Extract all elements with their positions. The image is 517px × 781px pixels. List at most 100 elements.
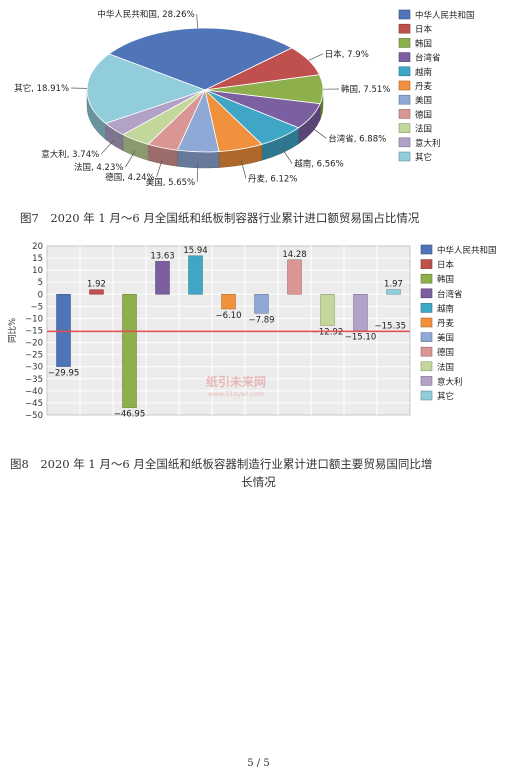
pie-slice [86,53,207,124]
pie-legend-label: 台湾省 [415,53,441,64]
bar-value-label: −7.89 [248,315,274,325]
pie-slice-label: 台湾省, 6.88% [328,133,386,144]
page-number: 5 / 5 [247,758,270,769]
bar-legend-swatch [420,317,433,328]
pie-slice-label: 意大利, 3.74% [41,149,99,160]
bar-legend-label: 台湾省 [437,289,463,300]
bar [188,255,203,295]
bar [287,259,302,295]
bar-legend-swatch [420,390,433,401]
pie-legend-label: 德国 [415,109,432,120]
pie-leader-line [308,53,323,61]
y-tick-label: −35 [25,375,43,385]
figure-8-caption-line1: 图8 2020 年 1 月～6 月全国纸和纸板容器制造行业累计进口额主要贸易国同… [10,457,433,471]
bar-value-label: −12.92 [312,327,343,337]
bar-legend-swatch [420,332,433,342]
bar-legend-label: 美国 [437,333,454,344]
y-axis-ticks: 20 15 10 5 0 −5 −10 −15 −20 −25 −30 −35 −40 −45 −50 [25,242,43,421]
bar-legend-label: 丹麦 [437,318,455,329]
pie-slice-label: 中华人民共和国, 28.26% [97,9,194,20]
y-tick-label: −40 [25,387,43,397]
pie-chart-svg: 中华人民共和国, 28.26% 日本, 7.9% 韩国, 7.51% 台湾省, 6.8… [14,9,475,188]
bar-legend-label: 日本 [437,260,455,271]
bar-chart: 20 15 10 5 0 −5 −10 −15 −20 −25 −30 −35 −40 −45 −50 同比%… [0,238,517,421]
pie-legend-label: 其它 [415,152,432,163]
bar-value-label: 13.63 [150,251,174,261]
pie-legend-label: 越南 [415,67,432,78]
bar [353,294,368,331]
bar-value-label: −46.95 [114,410,145,420]
bar-legend-swatch [420,259,433,269]
bar [155,261,170,295]
pie-legend-swatch [398,94,411,105]
y-axis-label: 同比% [7,318,18,343]
pie-legend-label: 丹麦 [415,81,433,92]
pie-leader-line [240,160,247,179]
pie-leader-line [196,14,199,29]
reference-line-label: −15.35 [375,321,406,331]
pie-tops [86,27,324,153]
pie-leader-line [100,140,114,155]
pie-chart: 中华人民共和国, 28.26% 日本, 7.9% 韩国, 7.51% 台湾省, 6.8… [0,0,517,200]
bar-value-label: 1.97 [384,280,403,290]
pie-legend-swatch [398,151,411,162]
y-tick-label: −25 [25,351,43,361]
watermark-text: 纸引未来网 [206,374,266,389]
y-tick-label: −50 [25,411,43,420]
pie-leaders [71,14,339,182]
pie-legend-label: 法国 [415,124,432,135]
pie-slice-label: 日本, 7.9% [325,49,369,60]
bar-legend-swatch [420,346,433,357]
pie-leader-line [125,150,136,168]
bar [320,294,335,326]
y-tick-label: −10 [25,314,43,324]
pie-leader-line [311,127,327,139]
bar-chart-svg: 20 15 10 5 0 −5 −10 −15 −20 −25 −30 −35 −40 −45 −50 同比%… [7,242,497,421]
bar-legend-swatch [420,288,433,299]
pie-labels: 中华人民共和国, 28.26% 日本, 7.9% 韩国, 7.51% 台湾省, 6.8… [14,9,390,188]
y-tick-label: 15 [32,254,43,264]
pie-legend-label: 日本 [415,24,433,35]
pie-slice-label: 丹麦, 6.12% [248,173,297,184]
bar [56,294,71,367]
bar-value-label: −6.10 [215,311,241,321]
pie-legend-swatch [398,137,411,148]
pie-legend-label: 美国 [415,95,432,106]
pie-legend-label: 意大利 [415,138,441,149]
pie-legend-label: 韩国 [415,38,432,49]
bar-legend-swatch [420,273,433,284]
bar-legend-swatch [420,303,433,313]
pie-legend-swatch [398,52,411,62]
bar [386,289,401,295]
bar [122,294,137,408]
pie-slice-label: 法国, 4.23% [74,162,123,173]
pie-legend-swatch [398,80,411,91]
y-tick-label: −5 [30,302,43,312]
bar-legend-swatch [420,376,433,386]
y-tick-label: 20 [32,242,43,252]
bar-legend-label: 德国 [437,347,454,358]
y-tick-label: −45 [25,399,43,409]
pie-leader-line [156,158,163,177]
bar-legend-label: 法国 [437,362,454,373]
bar-value-label: 15.94 [183,246,207,256]
pie-leader-line [281,148,293,164]
bar-value-label: 14.28 [282,250,306,260]
bars: −29.95 1.92 −46.95 13.63 15.94 −6.10 −7.89 14.2… [48,246,403,420]
pie-slice-label: 其它, 18.91% [14,83,69,94]
bar-value-label: −15.10 [345,333,376,343]
bar [254,294,269,314]
watermark-url: www.51zywl.com [208,390,264,398]
pie-slice-label: 越南, 6.56% [294,159,343,170]
bar-legend-swatch [420,361,433,372]
pie-legend-swatch [398,109,411,119]
y-tick-label: −20 [25,339,43,349]
pie-slice-label: 韩国, 7.51% [341,84,390,95]
bar-legend-label: 越南 [437,303,454,314]
pie-slice-label: 美国, 5.65% [146,177,195,188]
pie-legend-swatch [398,23,411,34]
pie-legend-swatch [398,9,411,20]
